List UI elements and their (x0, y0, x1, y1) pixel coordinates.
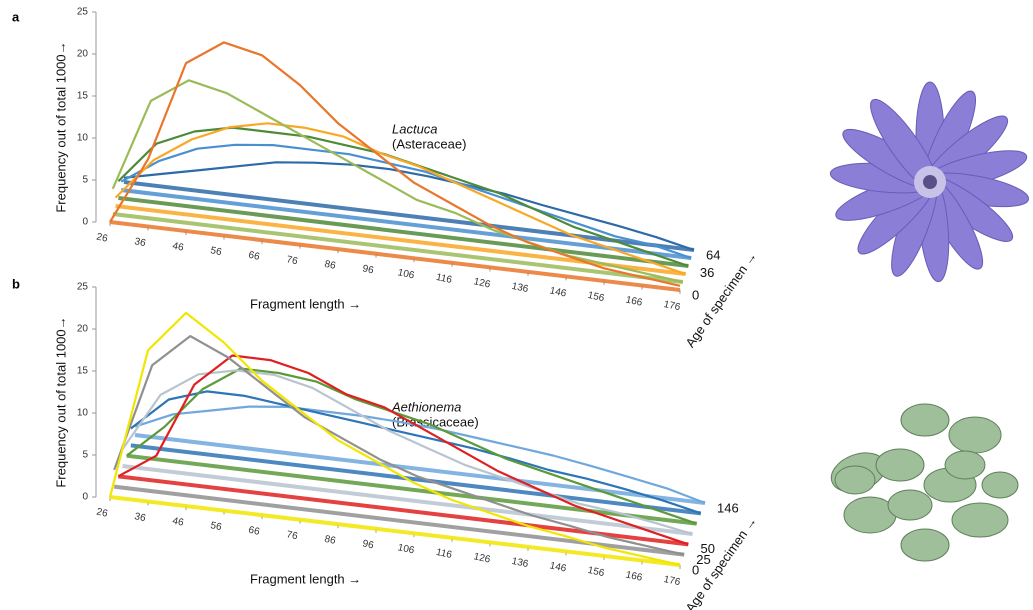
x-tick-label: 126 (473, 276, 492, 290)
x-tick-label: 96 (361, 263, 375, 276)
x-tick-label: 156 (587, 290, 606, 304)
y-tick-label: 25 (77, 7, 89, 18)
z-tick-label: 146 (717, 500, 739, 515)
panel-label: a (12, 9, 20, 24)
y-tick-label: 15 (77, 91, 89, 102)
x-tick-label: 146 (549, 285, 568, 299)
x-tick-label: 176 (663, 574, 682, 588)
x-tick-label: 86 (323, 534, 337, 547)
figure: a Lactuca(Asteraceae) 0 5 10 15 20 25 Frequency … (0, 0, 1033, 610)
genus-label: Aethionema (391, 399, 461, 414)
y-tick-label: 25 (77, 282, 89, 293)
x-tick-label: 76 (285, 529, 299, 542)
y-tick-label: 10 (77, 133, 89, 144)
x-tick-label: 56 (209, 245, 223, 258)
x-tick-label: 166 (625, 569, 644, 583)
x-axis-label: Fragment length → (250, 571, 361, 586)
x-tick-label: 46 (171, 241, 185, 254)
x-tick-label: 36 (133, 236, 147, 249)
z-tick-label: 50 (701, 541, 715, 556)
depth-baseline (127, 456, 697, 524)
x-tick-label: 136 (511, 281, 530, 295)
x-tick-label: 26 (95, 507, 109, 520)
x-tick-label: 86 (323, 259, 337, 272)
x-tick-label: 116 (435, 272, 453, 286)
family-label: (Asteraceae) (392, 136, 466, 151)
y-axis-label: Frequency out of total 1000→ (53, 41, 68, 212)
series-line (118, 356, 688, 545)
y-tick-label: 5 (82, 175, 88, 186)
x-tick-label: 96 (361, 538, 375, 551)
y-tick-label: 0 (82, 492, 88, 503)
panel-label: b (12, 276, 20, 291)
x-tick-label: 106 (397, 267, 416, 281)
depth-baseline (118, 476, 688, 544)
x-tick-label: 106 (397, 542, 416, 556)
series-line (110, 313, 680, 565)
page: a Lactuca(Asteraceae) 0 5 10 15 20 25 Frequency … (0, 0, 1033, 610)
series-line (124, 162, 694, 250)
z-tick-label: 64 (706, 247, 720, 262)
aethionema-plant (826, 404, 1018, 561)
x-tick-label: 66 (247, 525, 261, 538)
x-tick-label: 116 (435, 547, 453, 561)
lactuca-flower (829, 82, 1031, 283)
z-tick-label: 36 (700, 265, 714, 280)
x-tick-label: 66 (247, 250, 261, 263)
x-tick-label: 56 (209, 520, 223, 533)
x-tick-label: 176 (663, 299, 682, 313)
y-tick-label: 20 (77, 49, 89, 60)
y-axis-label: Frequency out of total 1000→ (53, 316, 68, 487)
x-tick-label: 136 (511, 556, 530, 570)
x-tick-label: 146 (549, 560, 568, 574)
y-tick-label: 20 (77, 324, 89, 335)
genus-label: Lactuca (392, 121, 438, 136)
depth-baseline (123, 466, 693, 534)
depth-baseline (131, 445, 701, 513)
x-tick-label: 36 (133, 511, 147, 524)
z-tick-label: 0 (692, 287, 699, 302)
x-tick-label: 26 (95, 232, 109, 245)
x-tick-label: 46 (171, 516, 185, 529)
series-line (113, 80, 683, 282)
y-tick-label: 0 (82, 217, 88, 228)
x-tick-label: 126 (473, 551, 492, 565)
y-tick-label: 15 (77, 366, 89, 377)
x-tick-label: 76 (285, 254, 299, 267)
x-axis-label: Fragment length → (250, 296, 361, 311)
y-tick-label: 10 (77, 408, 89, 419)
x-tick-label: 156 (587, 565, 606, 579)
y-tick-label: 5 (82, 450, 88, 461)
x-tick-label: 166 (625, 294, 644, 308)
